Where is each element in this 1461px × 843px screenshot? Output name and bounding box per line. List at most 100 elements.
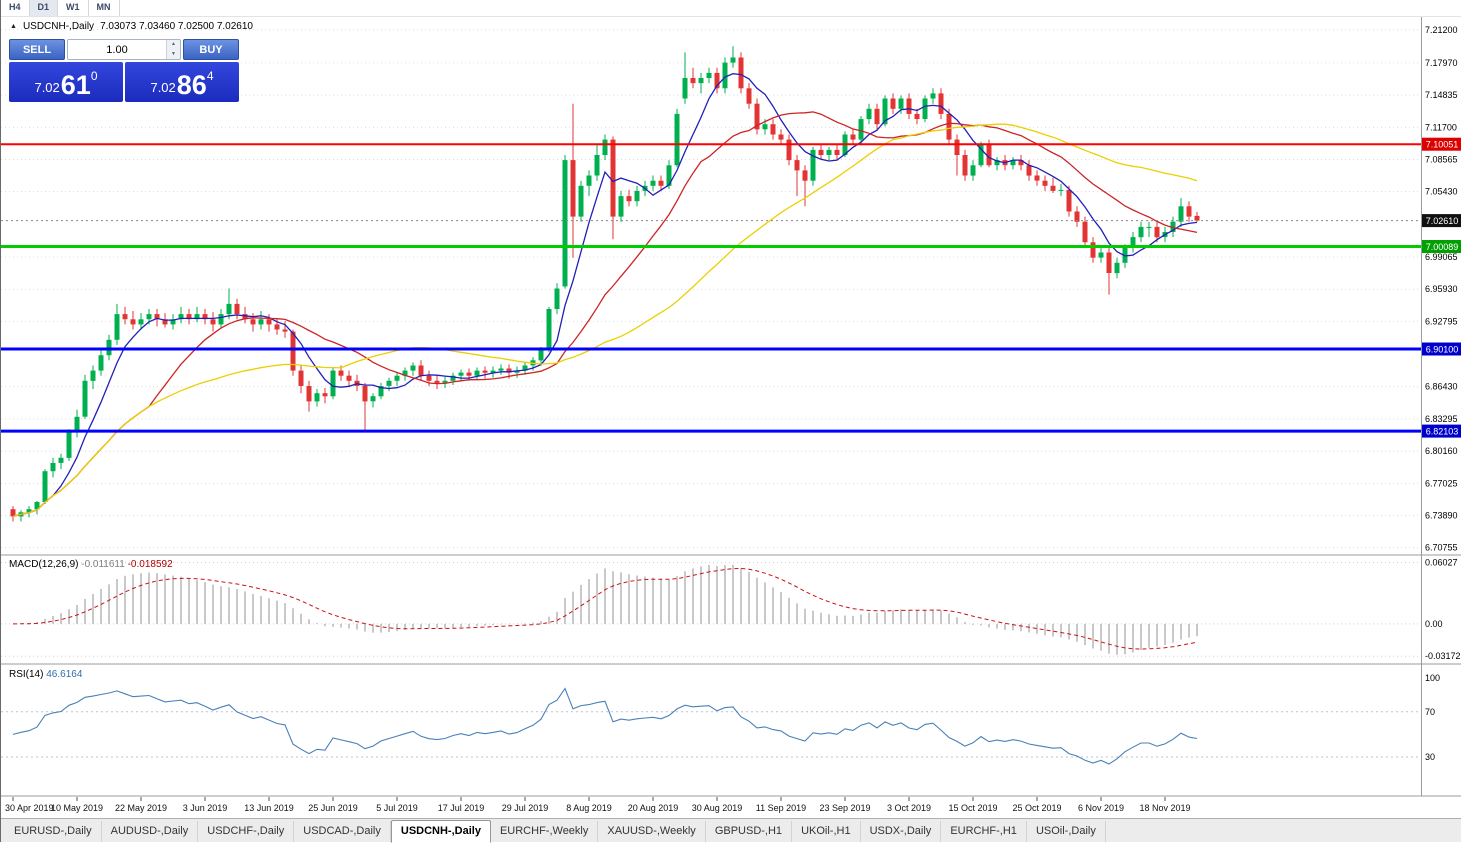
candle-body xyxy=(802,170,808,181)
buy-price-tile[interactable]: 7.02 86 4 xyxy=(125,62,239,102)
candle-body xyxy=(986,144,992,166)
chart-tab-eurusd-daily[interactable]: EURUSD-,Daily xyxy=(5,821,102,842)
buy-button[interactable]: BUY xyxy=(183,39,239,60)
candle-body xyxy=(546,309,552,351)
date-axis-label: 3 Jun 2019 xyxy=(183,803,228,813)
chart-tab-gbpusd-h1[interactable]: GBPUSD-,H1 xyxy=(706,821,793,842)
chart-tab-usdcnh-daily[interactable]: USDCNH-,Daily xyxy=(390,820,491,843)
candle-body xyxy=(1066,189,1072,212)
chart-tab-xauusd-weekly[interactable]: XAUUSD-,Weekly xyxy=(598,821,706,842)
chart-tab-bar: EURUSD-,Daily AUDUSD-,Daily USDCHF-,Daily U… xyxy=(1,818,1461,843)
chart-tab-usdx-daily[interactable]: USDX-,Daily xyxy=(861,821,942,842)
rsi-axis-label: 70 xyxy=(1425,707,1435,717)
price-badge-label: 7.00089 xyxy=(1426,242,1459,252)
candle-body xyxy=(410,365,416,371)
candle-body xyxy=(930,93,936,99)
candle-body xyxy=(218,314,224,325)
chart-canvas[interactable]: 7.21200 7.17970 7.14835 7.11700 7.08565 7.054… xyxy=(1,0,1461,818)
timeframe-button-mn[interactable]: MN xyxy=(89,0,120,16)
candle-body xyxy=(730,57,736,63)
chart-tab-eurchf-weekly[interactable]: EURCHF-,Weekly xyxy=(491,821,599,842)
date-axis-label: 8 Aug 2019 xyxy=(566,803,612,813)
rsi-value: 46.6164 xyxy=(46,669,83,680)
date-axis-label: 23 Sep 2019 xyxy=(819,803,870,813)
chart-tab-usdchf-daily[interactable]: USDCHF-,Daily xyxy=(198,821,295,842)
buy-price-big: 86 xyxy=(176,70,207,100)
candle-body xyxy=(826,149,832,155)
candle-body xyxy=(578,185,584,217)
candle-body xyxy=(882,98,888,125)
price-badge-label: 6.82103 xyxy=(1426,427,1459,437)
chart-tab-audusd-daily[interactable]: AUDUSD-,Daily xyxy=(102,821,199,842)
candle-body xyxy=(58,457,64,463)
candle-body xyxy=(570,160,576,217)
candle-body xyxy=(482,370,488,373)
rsi-line xyxy=(12,687,1198,765)
timeframe-button-d1[interactable]: D1 xyxy=(29,0,59,16)
chart-tab-eurchf-h1[interactable]: EURCHF-,H1 xyxy=(941,821,1027,842)
date-axis-label: 11 Sep 2019 xyxy=(756,803,806,813)
candle-body xyxy=(474,370,480,376)
candle-body xyxy=(1090,242,1096,258)
candle-body xyxy=(42,471,48,502)
timeframe-button-h4[interactable]: H4 xyxy=(1,0,30,16)
volume-decrease-button[interactable]: ▼ xyxy=(167,49,180,59)
candle-body xyxy=(786,139,792,161)
candle-body xyxy=(634,190,640,202)
candle-body xyxy=(626,196,632,202)
candle-body xyxy=(858,119,864,140)
rsi-axis-label: 100 xyxy=(1425,673,1440,683)
chart-tab-ukoil-h1[interactable]: UKOil-,H1 xyxy=(792,821,861,842)
price-axis-label: 7.21200 xyxy=(1425,25,1458,35)
timeframe-toolbar: H4 D1 W1 MN xyxy=(1,0,1461,17)
candle-body xyxy=(722,62,728,89)
candle-body xyxy=(194,314,200,320)
candle-body xyxy=(234,303,240,315)
chart-symbol-label: USDCNH-,Daily xyxy=(22,21,95,32)
macd-main-value: -0.011611 xyxy=(81,559,125,570)
timeframe-button-w1[interactable]: W1 xyxy=(58,0,89,16)
volume-increase-button[interactable]: ▲ xyxy=(167,40,180,50)
price-axis-label: 7.05430 xyxy=(1425,187,1458,197)
candle-body xyxy=(738,57,744,89)
volume-control: ▲ ▼ xyxy=(67,39,181,60)
candle-body xyxy=(522,365,528,371)
candle-body xyxy=(1106,252,1112,273)
one-click-collapse-icon[interactable]: ▲ xyxy=(10,23,17,30)
candle-body xyxy=(1050,185,1056,191)
candle-body xyxy=(778,134,784,140)
sell-price-main: 7.02 xyxy=(34,80,60,95)
candle-body xyxy=(258,319,264,325)
candle-body xyxy=(178,314,184,320)
date-axis-label: 25 Jun 2019 xyxy=(308,803,358,813)
candle-body xyxy=(850,134,856,140)
price-axis-label: 6.86430 xyxy=(1425,382,1458,392)
moving-average-line-42 xyxy=(12,123,1198,518)
price-axis-label: 6.80160 xyxy=(1425,446,1458,456)
price-badge-label: 6.90100 xyxy=(1426,345,1459,355)
candle-body xyxy=(818,149,824,155)
candle-body xyxy=(306,386,312,402)
volume-input[interactable] xyxy=(68,40,166,59)
price-badge xyxy=(1422,137,1461,151)
candle-body xyxy=(602,139,608,155)
sell-button[interactable]: SELL xyxy=(9,39,65,60)
candle-body xyxy=(290,331,296,371)
price-axis-label: 7.08565 xyxy=(1425,155,1458,165)
chart-tab-usoil-daily[interactable]: USOil-,Daily xyxy=(1027,821,1106,842)
candle-body xyxy=(434,380,440,383)
candle-body xyxy=(1042,180,1048,186)
price-axis-label: 6.95930 xyxy=(1425,284,1458,294)
chart-tab-usdcad-daily[interactable]: USDCAD-,Daily xyxy=(294,821,391,842)
candle-body xyxy=(266,319,272,325)
price-axis-label: 6.77025 xyxy=(1425,478,1458,488)
candle-body xyxy=(706,72,712,78)
candle-body xyxy=(1186,206,1192,217)
price-badge-label: 7.02610 xyxy=(1426,216,1459,226)
moving-average-line-18 xyxy=(12,111,1198,518)
candle-body xyxy=(906,98,912,114)
sell-price-tile[interactable]: 7.02 61 0 xyxy=(9,62,123,102)
candle-body xyxy=(1082,221,1088,243)
price-badge xyxy=(1422,342,1461,356)
